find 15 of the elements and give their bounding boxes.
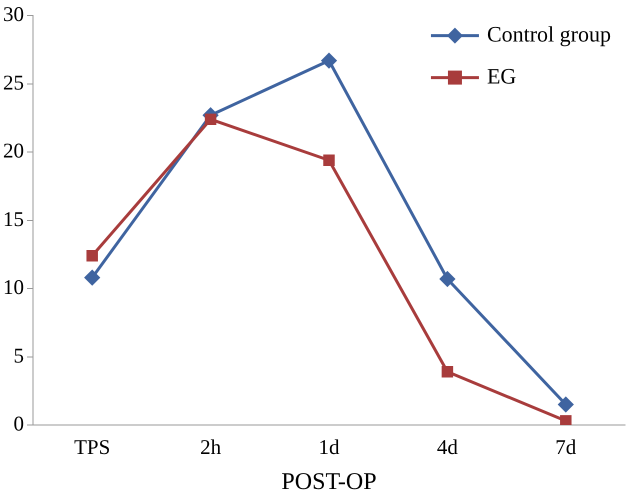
- y-tick-label: 25: [3, 70, 24, 94]
- x-tick-label: TPS: [74, 435, 110, 460]
- x-tick-label: 4d: [436, 435, 458, 460]
- y-tick-label: 10: [3, 275, 24, 300]
- y-tick-label: 30: [3, 2, 24, 26]
- x-tick-label: 1d: [318, 435, 340, 460]
- y-tick-label: 20: [3, 138, 24, 163]
- y-tick-label: 0: [14, 412, 24, 436]
- legend-label: Control group: [486, 21, 612, 46]
- x-axis-title: POST-OP: [281, 468, 377, 495]
- x-tick-label: 7d: [555, 435, 577, 460]
- y-tick-label: 5: [14, 343, 24, 368]
- x-tick-label: 2h: [200, 435, 222, 460]
- y-tick-label: 15: [3, 206, 24, 231]
- legend-label: EG: [486, 63, 516, 88]
